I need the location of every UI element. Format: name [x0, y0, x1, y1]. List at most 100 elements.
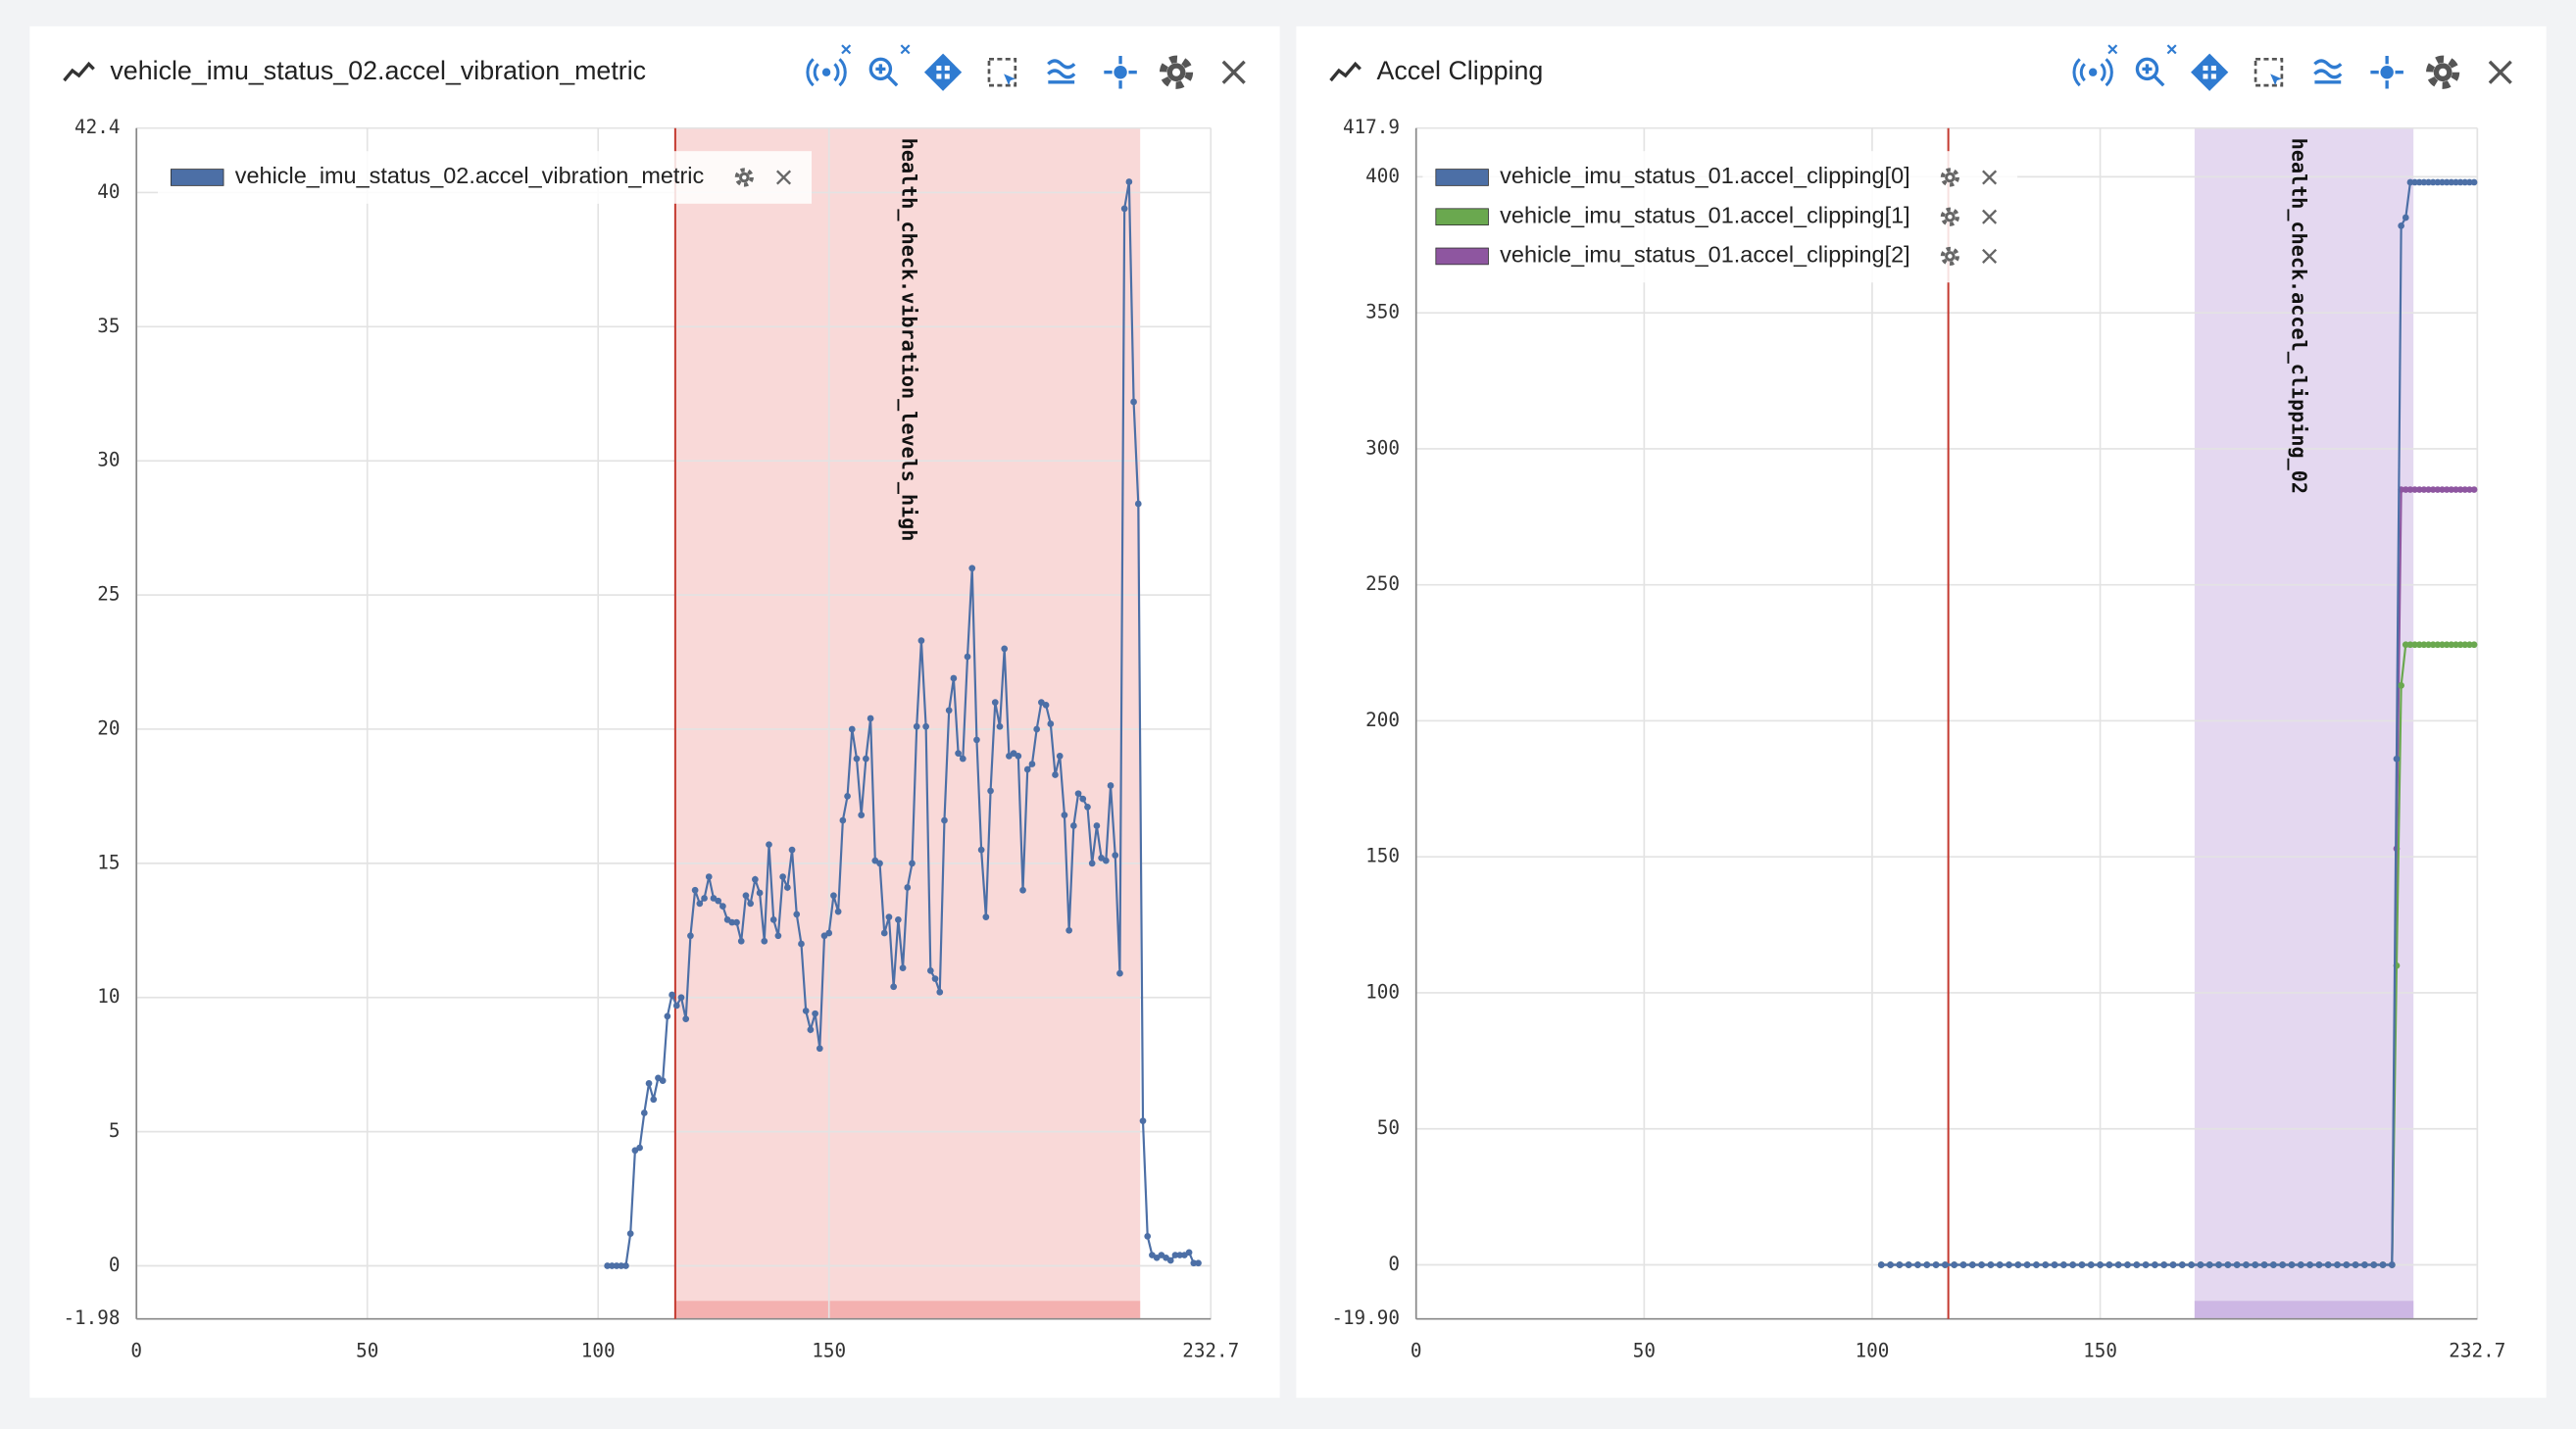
icon-waves[interactable]: [2072, 58, 2113, 87]
close-icon[interactable]: [1221, 60, 1246, 84]
icon-smooth[interactable]: [1047, 59, 1076, 84]
data-point: [1896, 1261, 1904, 1268]
data-point: [2178, 1261, 2186, 1268]
close-icon[interactable]: [900, 44, 911, 55]
data-point: [1015, 752, 1022, 760]
x-tick-label: 100: [1856, 1340, 1890, 1362]
data-point: [672, 1002, 680, 1010]
data-point: [1061, 812, 1068, 818]
y-tick-label: 150: [1365, 845, 1400, 867]
data-point: [682, 1015, 690, 1022]
data-point: [1914, 1261, 1921, 1268]
data-point: [825, 929, 833, 937]
data-point: [2461, 178, 2469, 186]
data-point: [950, 674, 958, 682]
toolbar: [806, 44, 1246, 91]
data-point: [1144, 1233, 1152, 1240]
x-tick-label: 232.7: [2449, 1340, 2505, 1362]
data-point: [2452, 486, 2459, 493]
data-point: [2233, 1261, 2241, 1268]
icon-select-cursor: [1004, 74, 1016, 86]
close-icon[interactable]: [1982, 209, 1998, 224]
data-point: [640, 1109, 648, 1116]
data-point: [2406, 486, 2414, 493]
gear-hole: [742, 174, 747, 180]
data-point: [858, 812, 866, 818]
data-point: [2124, 1261, 2131, 1268]
icon-select[interactable]: [987, 57, 1017, 87]
title-icon: [63, 61, 95, 82]
data-point: [1074, 790, 1082, 798]
data-point: [848, 725, 856, 733]
y-tick-label: -19.90: [1331, 1306, 1400, 1329]
data-point: [2370, 1261, 2378, 1268]
icon-smooth[interactable]: [2313, 59, 2343, 84]
icon-crosshair[interactable]: [1114, 66, 1127, 79]
legend-swatch: [170, 169, 224, 186]
data-point: [1001, 645, 1009, 653]
icon-pan[interactable]: [923, 53, 963, 91]
data-point: [1195, 1259, 1202, 1267]
x-tick-label: 50: [1633, 1340, 1656, 1362]
close-icon[interactable]: [2166, 44, 2177, 55]
close-icon[interactable]: [1982, 248, 1998, 264]
chart-title: vehicle_imu_status_02.accel_vibration_me…: [110, 56, 646, 85]
close-icon[interactable]: [1982, 170, 1998, 185]
gear-hole: [1948, 214, 1953, 220]
data-point: [2197, 1261, 2204, 1268]
data-point: [1932, 1261, 1940, 1268]
data-point: [2114, 1261, 2122, 1268]
data-point: [608, 1262, 616, 1269]
data-point: [2334, 1261, 2341, 1268]
data-point: [2470, 486, 2478, 493]
data-point: [618, 1262, 625, 1269]
data-point: [1968, 1261, 1976, 1268]
y-tick-label: 0: [1388, 1253, 1400, 1275]
data-point: [977, 846, 985, 854]
data-point: [2398, 682, 2404, 689]
data-point: [1033, 725, 1041, 733]
icon-waves[interactable]: [806, 58, 847, 87]
annotation-span-band: [2194, 1301, 2414, 1319]
data-point: [1079, 795, 1087, 803]
data-point: [2393, 755, 2401, 763]
data-point: [2425, 641, 2432, 649]
data-point: [1942, 1261, 1949, 1268]
data-point: [1185, 1249, 1193, 1257]
data-point: [2051, 1261, 2058, 1268]
data-point: [1134, 500, 1142, 508]
y-tick-label: 50: [1377, 1116, 1400, 1139]
x-tick-label: 0: [130, 1340, 142, 1362]
icon-select-cursor: [2270, 74, 2282, 86]
data-point: [2361, 1261, 2368, 1268]
close-icon[interactable]: [2107, 44, 2118, 55]
x-tick-label: 50: [356, 1340, 378, 1362]
icon-pan[interactable]: [2191, 53, 2229, 91]
gear-hole: [1948, 174, 1953, 180]
data-point: [991, 699, 999, 706]
gear-teeth: [2426, 55, 2460, 89]
data-point: [945, 707, 953, 714]
data-point: [973, 736, 980, 744]
icon-select[interactable]: [2254, 57, 2284, 87]
y-tick-label: 250: [1365, 572, 1400, 595]
close-icon[interactable]: [841, 44, 852, 55]
close-icon[interactable]: [775, 170, 792, 185]
icon-crosshair[interactable]: [2380, 66, 2394, 79]
icon-zoom[interactable]: [2135, 57, 2159, 81]
data-point: [899, 964, 907, 971]
icon-crosshair-lines: [2370, 55, 2403, 89]
icon-crosshair-lines: [1104, 55, 1137, 89]
data-point: [1978, 1261, 1985, 1268]
data-point: [1069, 822, 1077, 829]
data-point: [742, 892, 750, 900]
data-point: [2398, 222, 2404, 229]
data-point: [659, 1077, 667, 1084]
gear-hole: [1172, 68, 1181, 76]
data-point: [1905, 1261, 1912, 1268]
icon-zoom[interactable]: [868, 57, 893, 81]
close-icon[interactable]: [2488, 60, 2512, 84]
data-point: [2402, 641, 2409, 649]
data-point: [664, 1012, 671, 1020]
